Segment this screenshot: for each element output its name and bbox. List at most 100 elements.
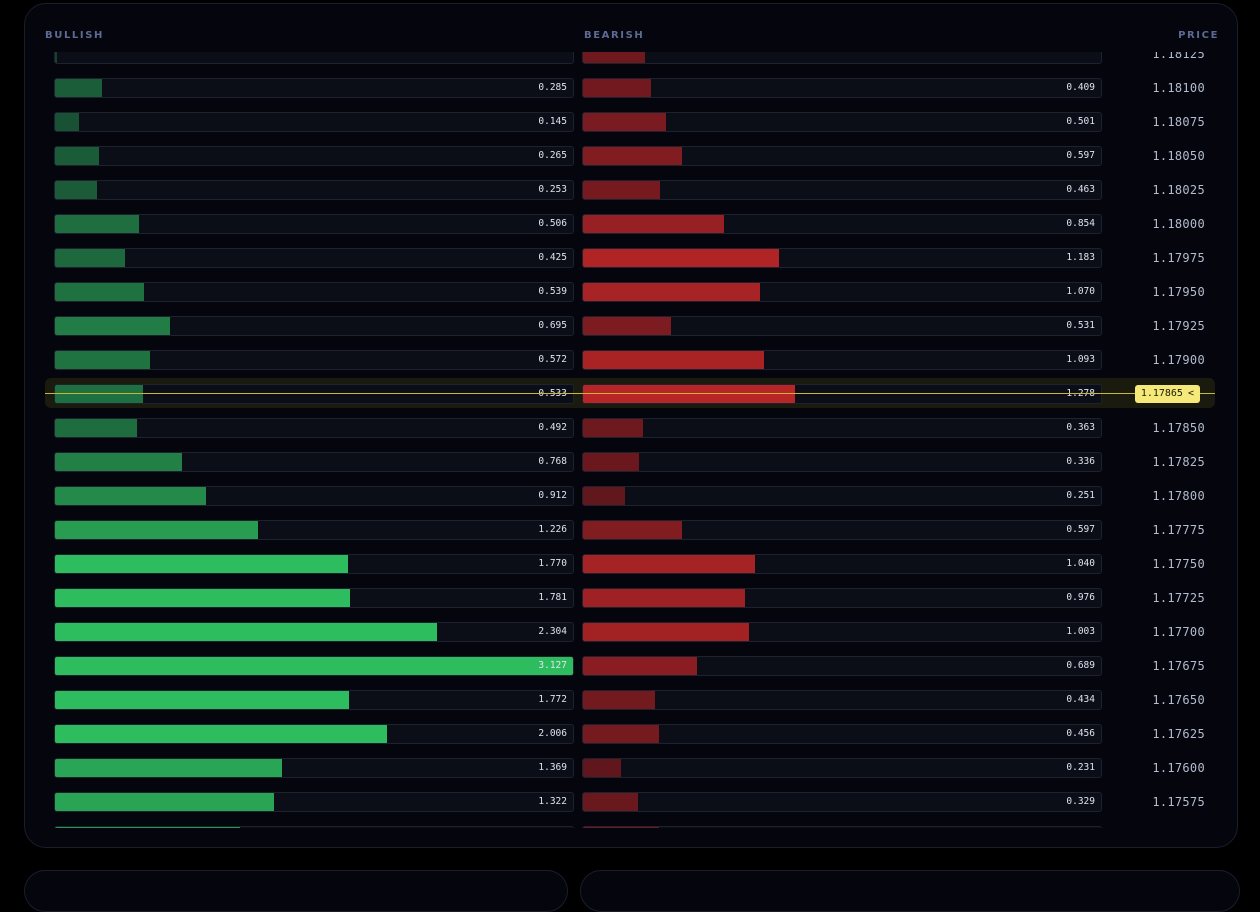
price-row[interactable]: 0.285 0.409 1.18100 — [25, 78, 1237, 98]
price-row[interactable]: 0.253 0.463 1.18025 — [25, 180, 1237, 200]
bearish-volume-bar: 0.854 — [582, 214, 1102, 234]
bearish-volume-bar: 0.251 — [582, 486, 1102, 506]
price-row[interactable]: 0.506 0.854 1.18000 — [25, 214, 1237, 234]
bearish-bar-fill — [583, 589, 745, 607]
bearish-bar-fill — [583, 657, 698, 675]
bearish-volume-value: 0.854 — [1066, 218, 1095, 229]
price-row[interactable]: 0.145 0.501 1.18075 — [25, 112, 1237, 132]
price-row[interactable]: 1.781 0.976 1.17725 — [25, 588, 1237, 608]
bearish-bar-fill — [583, 555, 756, 573]
price-level: 1.17950 — [1152, 285, 1205, 299]
bearish-volume-value: 0.363 — [1066, 422, 1095, 433]
bullish-volume-bar: 0.572 — [54, 350, 574, 370]
price-row[interactable]: 1.770 1.040 1.17750 — [25, 554, 1237, 574]
bearish-volume-value: 1.183 — [1066, 252, 1095, 263]
price-level: 1.18025 — [1152, 183, 1205, 197]
bearish-volume-value: 1.070 — [1066, 286, 1095, 297]
price-row[interactable]: 1.1170.4611.17550 — [25, 826, 1237, 828]
bullish-bar-fill — [55, 623, 437, 641]
price-level: 1.17825 — [1152, 455, 1205, 469]
bullish-volume-bar: 3.127 — [54, 656, 574, 676]
bearish-bar-fill — [583, 147, 682, 165]
price-row[interactable]: 0.539 1.070 1.17950 — [25, 282, 1237, 302]
price-level: 1.17600 — [1152, 761, 1205, 775]
price-row[interactable]: 0.425 1.183 1.17975 — [25, 248, 1237, 268]
price-row[interactable]: 1.772 0.434 1.17650 — [25, 690, 1237, 710]
bearish-volume-value: 0.409 — [1066, 82, 1095, 93]
bullish-bar-fill — [55, 691, 349, 709]
bullish-volume-value: 0.572 — [538, 354, 567, 365]
bearish-bar-fill — [583, 249, 779, 267]
price-row[interactable]: 2.304 1.003 1.17700 — [25, 622, 1237, 642]
price-row[interactable]: 2.006 0.456 1.17625 — [25, 724, 1237, 744]
bullish-bar-fill — [55, 283, 145, 301]
price-row[interactable]: 1.226 0.597 1.17775 — [25, 520, 1237, 540]
bearish-bar-fill — [583, 181, 660, 199]
bearish-volume-value: 0.251 — [1066, 490, 1095, 501]
bullish-volume-value: 0.506 — [538, 218, 567, 229]
lower-panel-left — [24, 870, 568, 912]
bearish-bar-fill — [583, 283, 761, 301]
bearish-volume-value: 0.463 — [1066, 184, 1095, 195]
order-flow-panel: BULLISH BEARISH PRICE 1.18125 0.285 0.409 1… — [24, 3, 1238, 848]
bearish-volume-bar: 0.531 — [582, 316, 1102, 336]
bullish-bar-fill — [55, 657, 573, 675]
bearish-volume-bar: 0.329 — [582, 792, 1102, 812]
bearish-volume-value: 1.093 — [1066, 354, 1095, 365]
bullish-volume-value: 0.912 — [538, 490, 567, 501]
bearish-volume-bar: 1.183 — [582, 248, 1102, 268]
bullish-volume-value: 2.006 — [538, 728, 567, 739]
price-row[interactable]: 0.695 0.531 1.17925 — [25, 316, 1237, 336]
price-row[interactable]: 3.127 0.689 1.17675 — [25, 656, 1237, 676]
bearish-volume-value: 0.231 — [1066, 762, 1095, 773]
price-row[interactable]: 0.265 0.597 1.18050 — [25, 146, 1237, 166]
price-row[interactable]: 0.768 0.336 1.17825 — [25, 452, 1237, 472]
bearish-volume-value: 0.434 — [1066, 694, 1095, 705]
current-price-badge: 1.17865 < — [1134, 385, 1200, 403]
bullish-volume-bar: 0.539 — [54, 282, 574, 302]
bearish-volume-value: 0.329 — [1066, 796, 1095, 807]
price-row[interactable]: 1.322 0.329 1.17575 — [25, 792, 1237, 812]
bullish-volume-bar: 1.369 — [54, 758, 574, 778]
bullish-volume-value: 0.265 — [538, 150, 567, 161]
bullish-bar-fill — [55, 487, 207, 505]
bullish-bar-fill — [55, 181, 97, 199]
price-row[interactable]: 0.912 0.251 1.17800 — [25, 486, 1237, 506]
current-price-row[interactable]: 0.533 1.278 1.17865 < — [25, 378, 1237, 408]
bullish-bar-fill — [55, 589, 351, 607]
price-row[interactable]: 1.18125 — [25, 52, 1237, 64]
bearish-bar-fill — [583, 317, 671, 335]
price-row[interactable]: 1.369 0.231 1.17600 — [25, 758, 1237, 778]
price-row[interactable]: 0.572 1.093 1.17900 — [25, 350, 1237, 370]
bearish-volume-value: 1.003 — [1066, 626, 1095, 637]
bearish-bar-fill — [583, 691, 655, 709]
price-row[interactable]: 0.492 0.363 1.17850 — [25, 418, 1237, 438]
bullish-bar-fill — [55, 317, 171, 335]
bullish-volume-bar: 0.265 — [54, 146, 574, 166]
price-ladder[interactable]: 1.18125 0.285 0.409 1.18100 0.145 0.501 1.1807… — [25, 52, 1237, 828]
bullish-volume-bar: 1.226 — [54, 520, 574, 540]
bullish-bar-fill — [55, 419, 137, 437]
price-level: 1.18125 — [1152, 52, 1205, 61]
bullish-volume-bar: 1.770 — [54, 554, 574, 574]
bullish-volume-bar: 0.253 — [54, 180, 574, 200]
bullish-bar-fill — [55, 793, 274, 811]
bullish-volume-bar: 0.492 — [54, 418, 574, 438]
bullish-bar-fill — [55, 147, 99, 165]
bullish-volume-value: 0.285 — [538, 82, 567, 93]
bullish-volume-value: 0.145 — [538, 116, 567, 127]
bullish-volume-value: 1.772 — [538, 694, 567, 705]
bearish-volume-bar: 0.463 — [582, 180, 1102, 200]
bearish-volume-bar: 0.461 — [582, 826, 1102, 828]
price-level: 1.17775 — [1152, 523, 1205, 537]
bullish-volume-bar: 0.425 — [54, 248, 574, 268]
bearish-bar-fill — [583, 385, 795, 403]
bearish-bar-fill — [583, 215, 725, 233]
bullish-bar-fill — [55, 555, 349, 573]
bearish-volume-value: 0.597 — [1066, 524, 1095, 535]
bearish-volume-value: 0.336 — [1066, 456, 1095, 467]
price-level: 1.18075 — [1152, 115, 1205, 129]
price-header: PRICE — [1178, 30, 1219, 41]
bullish-volume-value: 0.492 — [538, 422, 567, 433]
bearish-volume-bar: 0.231 — [582, 758, 1102, 778]
